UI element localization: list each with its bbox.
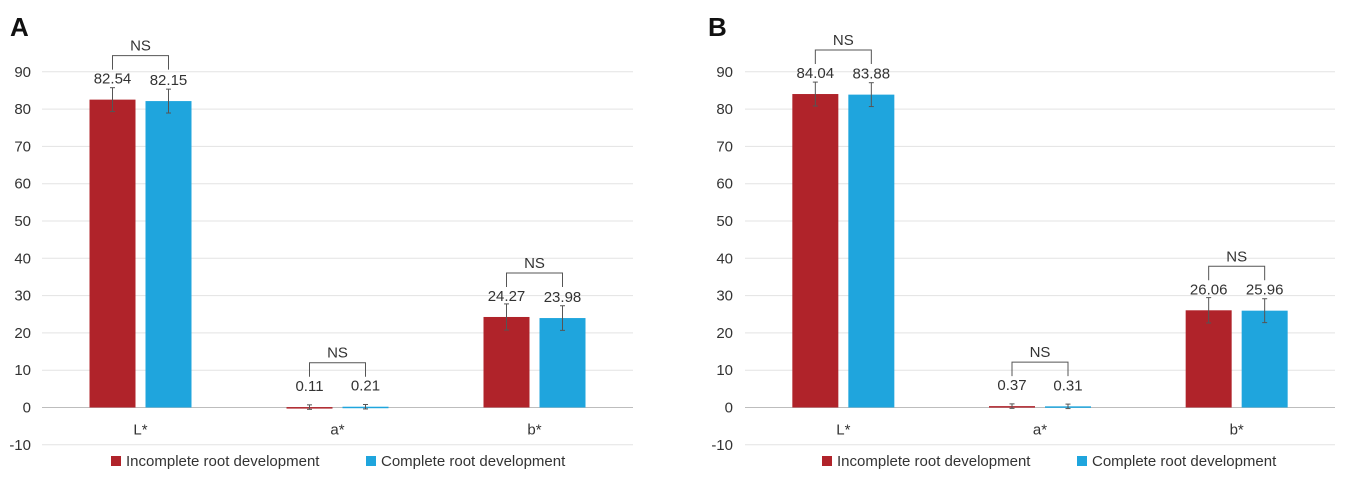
data-label: 24.27 bbox=[488, 288, 526, 305]
y-tick-label: 50 bbox=[14, 213, 31, 230]
bar bbox=[1185, 310, 1232, 408]
y-tick-label: 30 bbox=[14, 288, 31, 305]
legend-swatch-complete bbox=[366, 456, 376, 466]
data-label: 82.15 bbox=[150, 72, 188, 89]
y-tick-label: 50 bbox=[716, 213, 733, 230]
category-label: a* bbox=[1033, 422, 1047, 439]
legend-swatch-incomplete bbox=[822, 456, 832, 466]
y-tick-label: 30 bbox=[716, 288, 733, 305]
legend-label-incomplete: Incomplete root development bbox=[126, 453, 320, 470]
legend-swatch-incomplete bbox=[111, 456, 121, 466]
significance-bracket bbox=[1011, 361, 1069, 377]
y-tick-label: 40 bbox=[716, 250, 733, 267]
y-tick-label: -10 bbox=[9, 437, 31, 454]
y-tick-label: 90 bbox=[14, 64, 31, 81]
y-tick-label: 40 bbox=[14, 250, 31, 267]
y-tick-label: 20 bbox=[716, 325, 733, 342]
data-label: 26.06 bbox=[1190, 281, 1228, 298]
y-tick-label: 0 bbox=[23, 400, 31, 417]
data-label: 0.37 bbox=[997, 377, 1026, 394]
bar bbox=[792, 94, 839, 408]
legend: Incomplete root development Complete root… bbox=[111, 453, 566, 470]
y-tick-label: -10 bbox=[711, 437, 733, 454]
y-tick-label: 80 bbox=[14, 101, 31, 118]
significance-label: NS bbox=[1226, 248, 1247, 265]
panel-letter: A bbox=[10, 12, 29, 42]
significance-bracket bbox=[814, 49, 872, 65]
y-tick-label: 60 bbox=[14, 176, 31, 193]
legend: Incomplete root development Complete root… bbox=[822, 453, 1277, 470]
bar bbox=[483, 316, 530, 408]
legend-label-incomplete: Incomplete root development bbox=[837, 453, 1031, 470]
data-label: 0.11 bbox=[295, 378, 323, 395]
significance-label: NS bbox=[327, 345, 348, 362]
significance-bracket bbox=[309, 362, 366, 377]
category-label: L* bbox=[133, 422, 147, 439]
bar bbox=[145, 101, 192, 408]
significance-label: NS bbox=[1030, 344, 1051, 361]
category-label: a* bbox=[330, 422, 344, 439]
y-tick-label: 10 bbox=[716, 362, 733, 379]
data-label: 23.98 bbox=[544, 289, 582, 306]
data-label: 0.31 bbox=[1053, 377, 1082, 394]
y-tick-label: 20 bbox=[14, 325, 31, 342]
data-label: 83.88 bbox=[853, 66, 891, 83]
data-label: 82.54 bbox=[94, 71, 132, 88]
data-label: 84.04 bbox=[797, 65, 835, 82]
y-tick-label: 70 bbox=[14, 138, 31, 155]
bar bbox=[539, 318, 586, 408]
legend-label-complete: Complete root development bbox=[1092, 453, 1277, 470]
significance-label: NS bbox=[833, 32, 854, 49]
category-label: b* bbox=[1230, 422, 1244, 439]
category-label: b* bbox=[527, 422, 541, 439]
legend-label-complete: Complete root development bbox=[381, 453, 566, 470]
chart-panel-b: B -10 0 10 20 30 40 50 60 70 80 90 84.04 83.88 NS L* 0.3… bbox=[708, 12, 1335, 470]
significance-bracket bbox=[112, 55, 169, 70]
significance-bracket bbox=[506, 272, 563, 287]
y-tick-label: 90 bbox=[716, 64, 733, 81]
panel-letter: B bbox=[708, 12, 727, 42]
y-tick-label: 70 bbox=[716, 138, 733, 155]
y-tick-label: 10 bbox=[14, 362, 31, 379]
y-tick-label: 60 bbox=[716, 176, 733, 193]
chart-panel-a: A -10 0 10 20 30 40 50 60 70 80 90 82.54 82.15 NS L* 0.1… bbox=[9, 12, 633, 470]
bar bbox=[848, 94, 895, 408]
y-tick-label: 0 bbox=[725, 400, 733, 417]
y-tick-label: 80 bbox=[716, 101, 733, 118]
category-label: L* bbox=[836, 422, 850, 439]
bar bbox=[1241, 310, 1288, 408]
legend-swatch-complete bbox=[1077, 456, 1087, 466]
bar bbox=[89, 99, 136, 408]
data-label: 25.96 bbox=[1246, 282, 1284, 299]
significance-bracket bbox=[1208, 265, 1266, 281]
significance-label: NS bbox=[524, 255, 545, 272]
significance-label: NS bbox=[130, 38, 151, 55]
data-label: 0.21 bbox=[351, 378, 380, 395]
